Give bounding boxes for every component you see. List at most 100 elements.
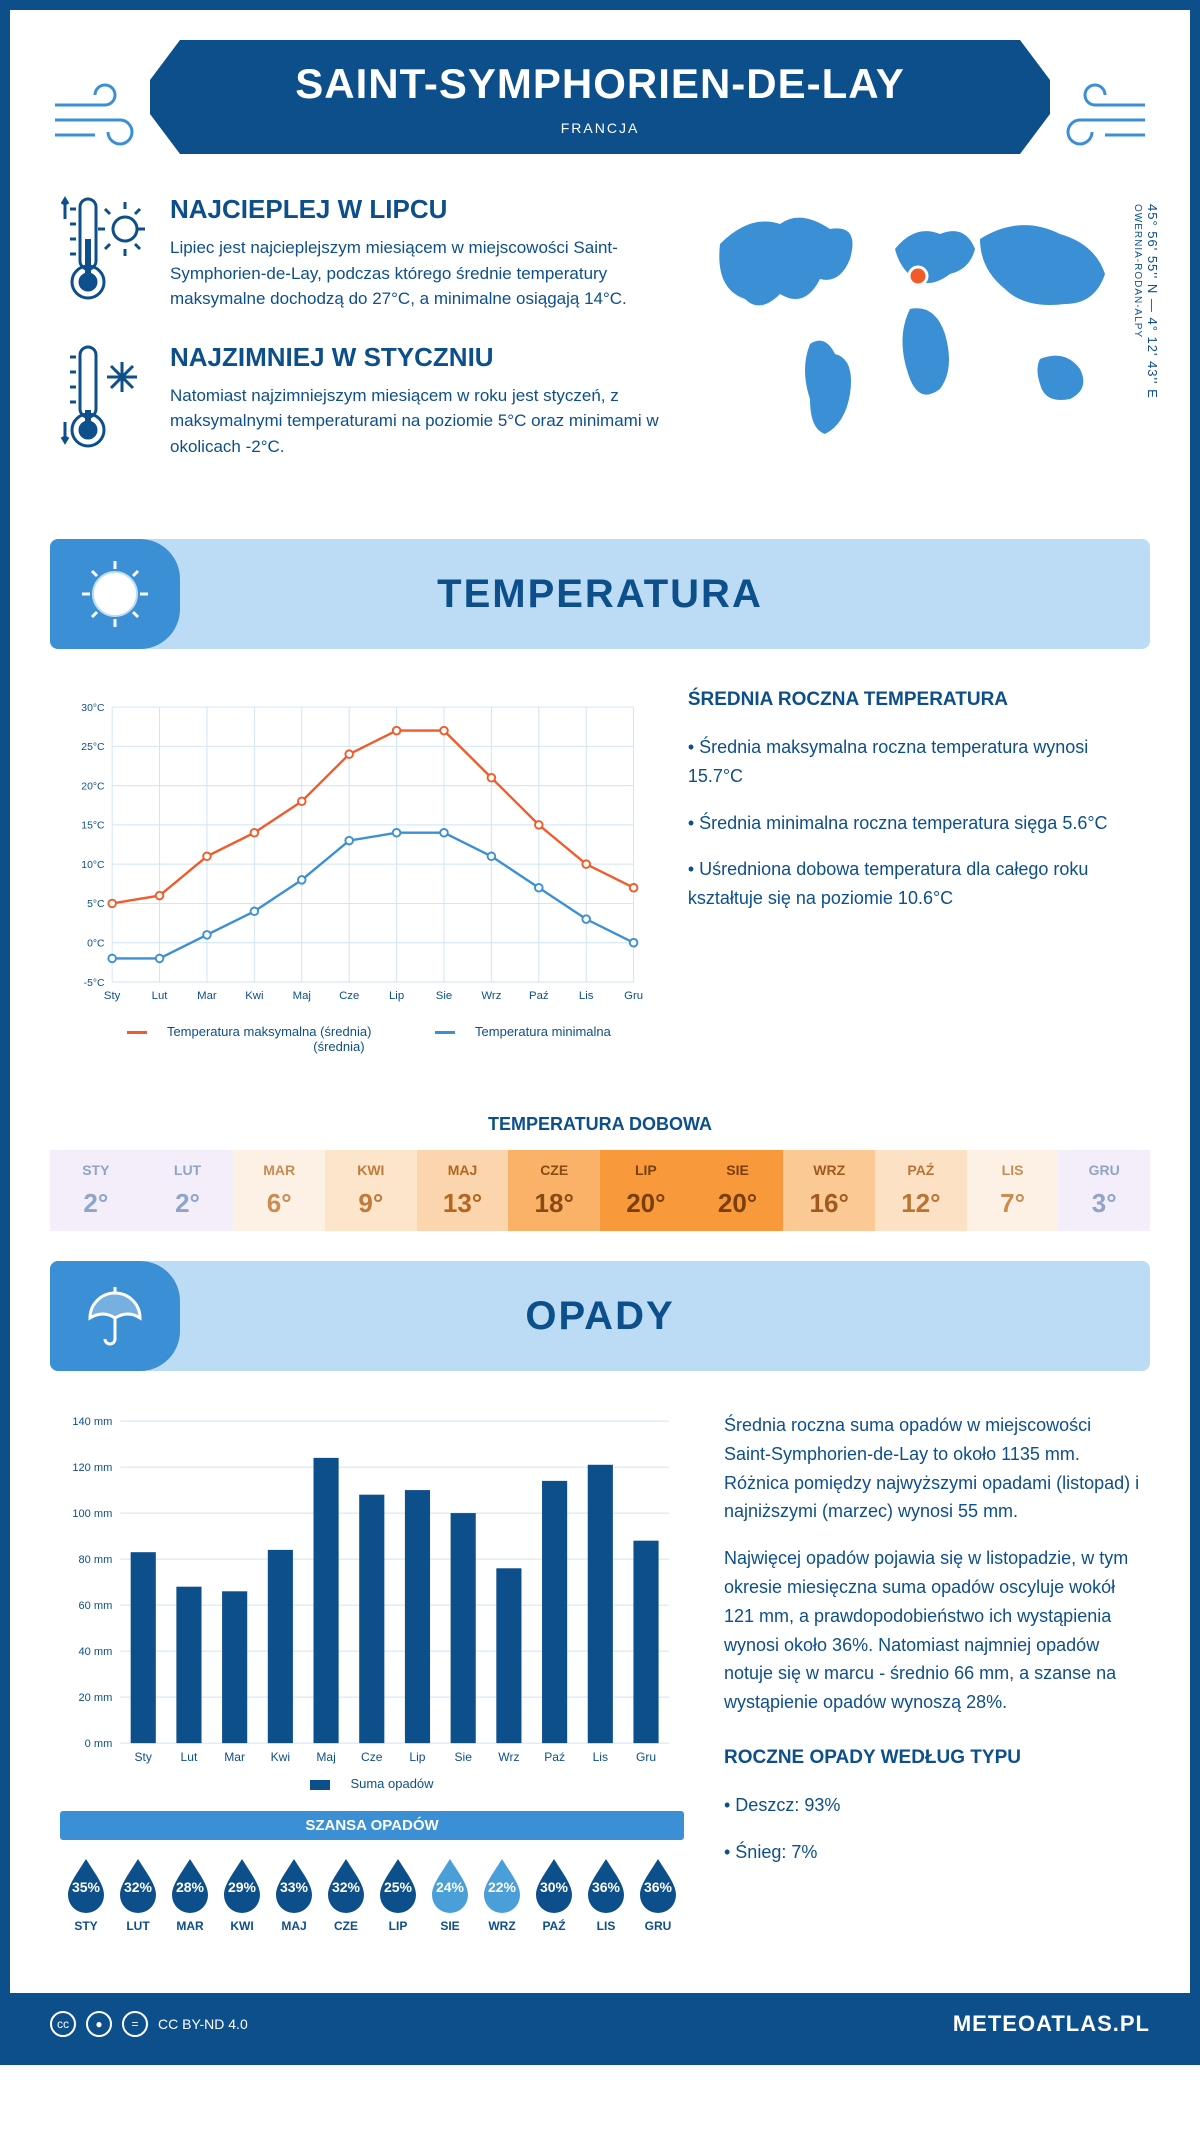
svg-text:Lis: Lis	[593, 1750, 608, 1764]
daily-cell: STY2°	[50, 1150, 142, 1231]
precip-section-header: OPADY	[50, 1261, 1150, 1371]
by-icon: ●	[86, 2011, 112, 2037]
svg-text:Wrz: Wrz	[498, 1750, 519, 1764]
svg-text:Sty: Sty	[135, 1750, 152, 1764]
svg-text:80 mm: 80 mm	[79, 1554, 113, 1566]
hot-title: NAJCIEPLEJ W LIPCU	[170, 194, 660, 225]
precip-type-title: ROCZNE OPADY WEDŁUG TYPU	[724, 1747, 1140, 1769]
daily-cell: LIP20°	[600, 1150, 692, 1231]
rain-chance-drop: 29%KWI	[216, 1855, 268, 1933]
svg-text:Paź: Paź	[544, 1750, 565, 1764]
temp-info-b3: • Uśredniona dobowa temperatura dla całe…	[688, 855, 1140, 913]
umbrella-icon	[80, 1281, 150, 1351]
svg-text:Wrz: Wrz	[481, 990, 501, 1002]
header-banner: SAINT-SYMPHORIEN-DE-LAY FRANCJA	[180, 40, 1020, 154]
daily-temp-title: TEMPERATURA DOBOWA	[10, 1114, 1190, 1135]
svg-text:0 mm: 0 mm	[85, 1738, 113, 1750]
daily-cell: GRU3°	[1058, 1150, 1150, 1231]
svg-text:0°C: 0°C	[87, 939, 105, 950]
svg-text:Lut: Lut	[181, 1750, 198, 1764]
rain-chance-drop: 32%CZE	[320, 1855, 372, 1933]
daily-cell: SIE20°	[692, 1150, 784, 1231]
svg-text:-5°C: -5°C	[84, 978, 105, 989]
wind-icon	[50, 80, 150, 150]
coordinates-label: 45° 56' 55'' N — 4° 12' 43'' EOWERNIA-RO…	[1130, 204, 1160, 399]
daily-cell: MAR6°	[233, 1150, 325, 1231]
svg-text:Lut: Lut	[152, 990, 169, 1002]
svg-text:Maj: Maj	[293, 990, 311, 1002]
rain-chance-drop: 28%MAR	[164, 1855, 216, 1933]
thermometer-hot-icon	[60, 194, 150, 304]
temp-heading: TEMPERATURA	[437, 572, 763, 617]
svg-text:Gru: Gru	[636, 1750, 656, 1764]
rain-chance-drop: 30%PAŹ	[528, 1855, 580, 1933]
svg-text:Cze: Cze	[361, 1750, 383, 1764]
precip-heading: OPADY	[525, 1294, 674, 1339]
svg-text:Mar: Mar	[224, 1750, 245, 1764]
daily-cell: WRZ16°	[783, 1150, 875, 1231]
nd-icon: =	[122, 2011, 148, 2037]
daily-cell: PAŹ12°	[875, 1150, 967, 1231]
svg-text:Lis: Lis	[579, 990, 594, 1002]
svg-text:Paź: Paź	[529, 990, 549, 1002]
rain-chance-drop: 35%STY	[60, 1855, 112, 1933]
rain-chance-drop: 25%LIP	[372, 1855, 424, 1933]
svg-text:Mar: Mar	[197, 990, 217, 1002]
daily-cell: MAJ13°	[417, 1150, 509, 1231]
intro-section: NAJCIEPLEJ W LIPCU Lipiec jest najcieple…	[10, 154, 1190, 519]
precip-chart-legend: Suma opadów	[60, 1776, 684, 1791]
hot-text: Lipiec jest najcieplejszym miesiącem w m…	[170, 235, 660, 312]
license-block: cc ● = CC BY-ND 4.0	[50, 2011, 248, 2037]
country-label: FRANCJA	[180, 120, 1020, 136]
svg-text:40 mm: 40 mm	[79, 1646, 113, 1658]
svg-text:Kwi: Kwi	[245, 990, 263, 1002]
svg-text:30°C: 30°C	[81, 703, 105, 714]
temp-info-title: ŚREDNIA ROCZNA TEMPERATURA	[688, 689, 1140, 711]
precipitation-bar-chart: 0 mm20 mm40 mm60 mm80 mm100 mm120 mm140 …	[60, 1411, 684, 1771]
daily-cell: KWI9°	[325, 1150, 417, 1231]
svg-text:20 mm: 20 mm	[79, 1692, 113, 1704]
svg-text:20°C: 20°C	[81, 781, 105, 792]
svg-text:120 mm: 120 mm	[72, 1462, 112, 1474]
svg-text:Sie: Sie	[454, 1750, 472, 1764]
svg-text:10°C: 10°C	[81, 860, 105, 871]
page-title: SAINT-SYMPHORIEN-DE-LAY	[180, 60, 1020, 108]
cc-icon: cc	[50, 2011, 76, 2037]
temperature-line-chart: -5°C0°C5°C10°C15°C20°C25°C30°CStyLutMarK…	[60, 689, 648, 1019]
brand-label: METEOATLAS.PL	[953, 2011, 1150, 2037]
page-container: SAINT-SYMPHORIEN-DE-LAY FRANCJA NAJCIEPL…	[0, 0, 1200, 2065]
svg-text:Lip: Lip	[389, 990, 404, 1002]
rain-chance-drop: 22%WRZ	[476, 1855, 528, 1933]
thermometer-cold-icon	[60, 342, 150, 452]
precip-info-p2: Najwięcej opadów pojawia się w listopadz…	[724, 1544, 1140, 1717]
svg-text:60 mm: 60 mm	[79, 1600, 113, 1612]
daily-temp-grid: STY2°LUT2°MAR6°KWI9°MAJ13°CZE18°LIP20°SI…	[50, 1150, 1150, 1231]
rain-chance-drop: 24%SIE	[424, 1855, 476, 1933]
svg-text:Kwi: Kwi	[271, 1750, 290, 1764]
rain-chance-drop: 36%GRU	[632, 1855, 684, 1933]
svg-text:100 mm: 100 mm	[72, 1508, 112, 1520]
license-text: CC BY-ND 4.0	[158, 2016, 248, 2032]
svg-text:Sty: Sty	[104, 990, 121, 1002]
temp-info-b2: • Średnia minimalna roczna temperatura s…	[688, 809, 1140, 838]
footer: cc ● = CC BY-ND 4.0 METEOATLAS.PL	[10, 1993, 1190, 2055]
svg-text:Gru: Gru	[624, 990, 643, 1002]
precip-info-p1: Średnia roczna suma opadów w miejscowośc…	[724, 1411, 1140, 1526]
cold-text: Natomiast najzimniejszym miesiącem w rok…	[170, 383, 660, 460]
temp-section-header: TEMPERATURA	[50, 539, 1150, 649]
temp-info-b1: • Średnia maksymalna roczna temperatura …	[688, 733, 1140, 791]
drops-row: 35%STY32%LUT28%MAR29%KWI33%MAJ32%CZE25%L…	[60, 1855, 684, 1933]
rain-chance-drop: 36%LIS	[580, 1855, 632, 1933]
cold-title: NAJZIMNIEJ W STYCZNIU	[170, 342, 660, 373]
daily-cell: LIS7°	[967, 1150, 1059, 1231]
rain-chance-drop: 32%LUT	[112, 1855, 164, 1933]
svg-text:Lip: Lip	[409, 1750, 425, 1764]
svg-text:Cze: Cze	[339, 990, 359, 1002]
daily-cell: CZE18°	[508, 1150, 600, 1231]
svg-text:25°C: 25°C	[81, 742, 105, 753]
svg-text:Maj: Maj	[316, 1750, 335, 1764]
wind-icon	[1050, 80, 1150, 150]
temp-chart-legend: Temperatura maksymalna (średnia) Tempera…	[60, 1024, 648, 1054]
precip-type-2: • Śnieg: 7%	[724, 1838, 1140, 1867]
svg-text:5°C: 5°C	[87, 899, 105, 910]
